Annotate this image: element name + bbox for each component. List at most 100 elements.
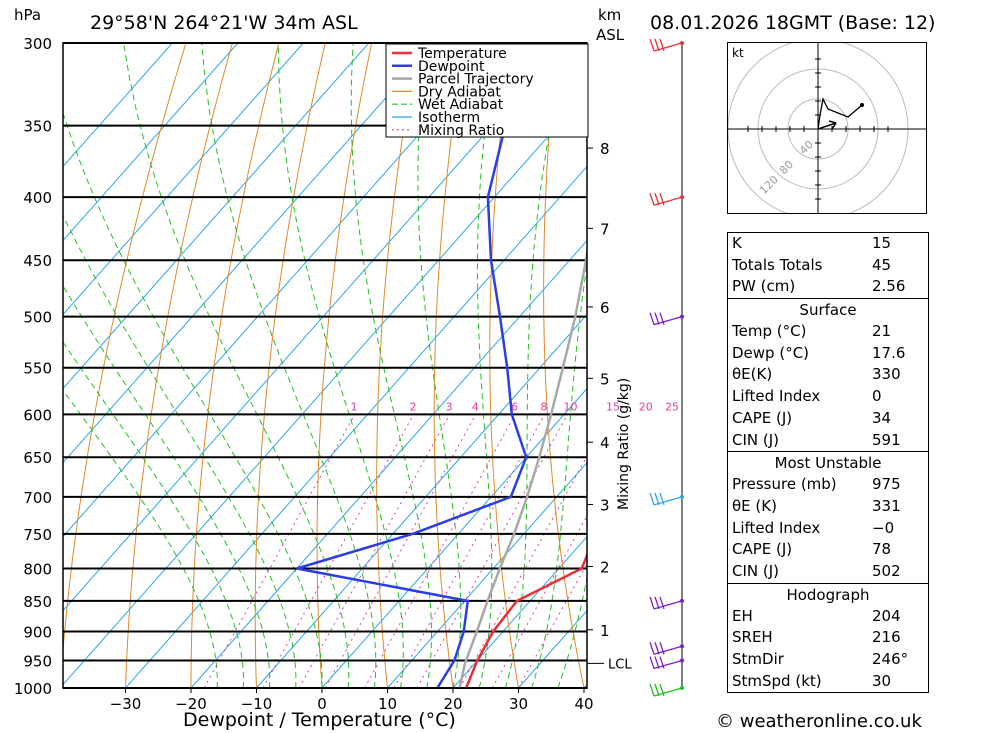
storm-motion-arrow (817, 120, 837, 130)
pressure-tick-label: 700 (23, 489, 52, 507)
wind-barb-flag (649, 642, 655, 655)
wind-barb-flag (649, 656, 655, 669)
mixing-ratio-line (364, 414, 516, 688)
x-tick-label: −30 (110, 695, 142, 713)
x-tick-label: 10 (378, 695, 397, 713)
stats-row: StmDir 246° (732, 650, 909, 668)
stats-row: θE(K) 330 (732, 365, 901, 384)
wet-adiabat-line (277, 43, 404, 688)
lcl-label: LCL (608, 657, 632, 672)
km-label: 5 (600, 370, 610, 388)
asl-unit-label: ASL (596, 26, 625, 44)
isotherm-line (63, 43, 435, 464)
mixing-ratio-line (324, 414, 477, 688)
pressure-tick-label: 750 (23, 526, 52, 544)
stats-row: Lifted Index 0 (732, 387, 882, 406)
hodograph-stats-group: Hodograph EH 204 SREH 216 StmDir 246° StmSp… (728, 582, 928, 693)
stats-row: Pressure (mb) 975 (732, 475, 901, 494)
wet-adiabat-line (417, 43, 462, 688)
stats-row: Lifted Index −0 (732, 518, 895, 537)
dry-adiabat-line (433, 43, 465, 688)
dry-adiabat-line (63, 43, 187, 655)
wind-barb (649, 192, 683, 206)
plot-frame (62, 42, 588, 689)
isotherm-line (452, 535, 587, 688)
wind-barb-flag (649, 38, 655, 52)
stats-table: K 15 Totals Totals 45 PW (cm) 2.56 Surface … (727, 232, 929, 694)
wind-barb-flag (649, 492, 655, 506)
dry-adiabat-line (190, 43, 280, 688)
wind-barb (649, 312, 683, 326)
legend-entry: Isotherm (418, 110, 480, 126)
wind-barb-flag (659, 492, 665, 506)
wind-barb-flag (654, 192, 660, 206)
wind-barb-flag (649, 683, 655, 697)
km-label: 2 (600, 558, 610, 576)
x-tick-label: −10 (241, 695, 273, 713)
x-tick-label: 0 (317, 695, 327, 713)
wet-adiabat-line (201, 43, 377, 688)
stats-row-totals: Totals Totals 45 (732, 255, 892, 274)
mixing-ratio-line (393, 414, 545, 688)
surface-group: Surface Temp (°C) 21 Dewp (°C) 17.6 θE(K) 3… (728, 298, 928, 451)
wind-barb (649, 656, 683, 670)
isotherm-line (63, 43, 501, 538)
pressure-tick-label: 950 (23, 653, 52, 671)
x-tick-label: 20 (443, 695, 462, 713)
mixing-ratio-label: 4 (472, 400, 479, 413)
pressure-tick-label: 650 (23, 449, 52, 467)
pressure-tick-label: 850 (23, 593, 52, 611)
pressure-tick-label: 600 (23, 406, 52, 424)
km-label: 8 (600, 140, 610, 158)
pressure-tick-label: 300 (23, 35, 52, 53)
wind-barb-flag (654, 683, 660, 697)
parcel-trajectory-line (458, 245, 587, 688)
mixing-ratio-label: 15 (606, 400, 620, 413)
wind-barb-flag (659, 683, 665, 697)
mixing-ratio-line (491, 514, 587, 688)
indices-group: K 15 Totals Totals 45 PW (cm) 2.56 (728, 233, 928, 298)
pressure-tick-label: 550 (23, 360, 52, 378)
stats-row-pw: PW (cm) 2.56 (732, 277, 906, 296)
hodograph-panel: kt 40 80 120 (727, 38, 927, 220)
dry-adiabat-line (125, 43, 233, 688)
mixing-ratio-label: 2 (410, 400, 417, 413)
isotherm-line (63, 91, 587, 686)
stats-row: EH 204 (732, 606, 901, 625)
wind-barb (649, 683, 683, 697)
mixing-ratio-label: 1 (351, 400, 358, 413)
legend-box (385, 43, 589, 138)
wind-barb-flag (654, 312, 660, 325)
wet-adiabat-line (63, 111, 323, 688)
wind-barb-flag (654, 596, 660, 610)
wind-barb-flag (659, 38, 665, 52)
most-unstable-title: Most Unstable (774, 454, 882, 473)
x-tick-label: 30 (509, 695, 528, 713)
mixing-ratio-line (459, 455, 587, 688)
wind-barb-flag (659, 312, 665, 325)
km-label: 3 (600, 497, 610, 515)
dry-adiabat-line (929, 43, 1000, 688)
pressure-tick-label: 500 (23, 309, 52, 327)
dry-adiabat-line (975, 43, 1000, 688)
pressure-tick-label: 450 (23, 252, 52, 270)
isotherm-line (256, 313, 587, 688)
isotherm-line (125, 165, 587, 688)
mixing-ratio-line (262, 414, 414, 688)
mixing-ratio-line (298, 414, 451, 688)
isotherm-line (63, 43, 566, 612)
mixing-ratio-label: 3 (446, 400, 453, 413)
wind-barb-flag (659, 656, 665, 669)
pressure-tick-label: 800 (23, 560, 52, 578)
legend-entry: Wet Adiabat (418, 97, 504, 113)
pressure-tick-label: 350 (23, 118, 52, 136)
wind-barb-flag (654, 492, 660, 506)
km-label: 1 (600, 622, 610, 640)
isotherm-line (63, 43, 173, 168)
wind-barb-flag (649, 312, 655, 325)
wind-barb-flag (654, 38, 660, 52)
stats-row: SREH 216 (732, 628, 901, 647)
wind-barb (649, 596, 683, 610)
legend-entry: Dewpoint (418, 59, 485, 75)
wind-barb-flag (659, 642, 665, 655)
